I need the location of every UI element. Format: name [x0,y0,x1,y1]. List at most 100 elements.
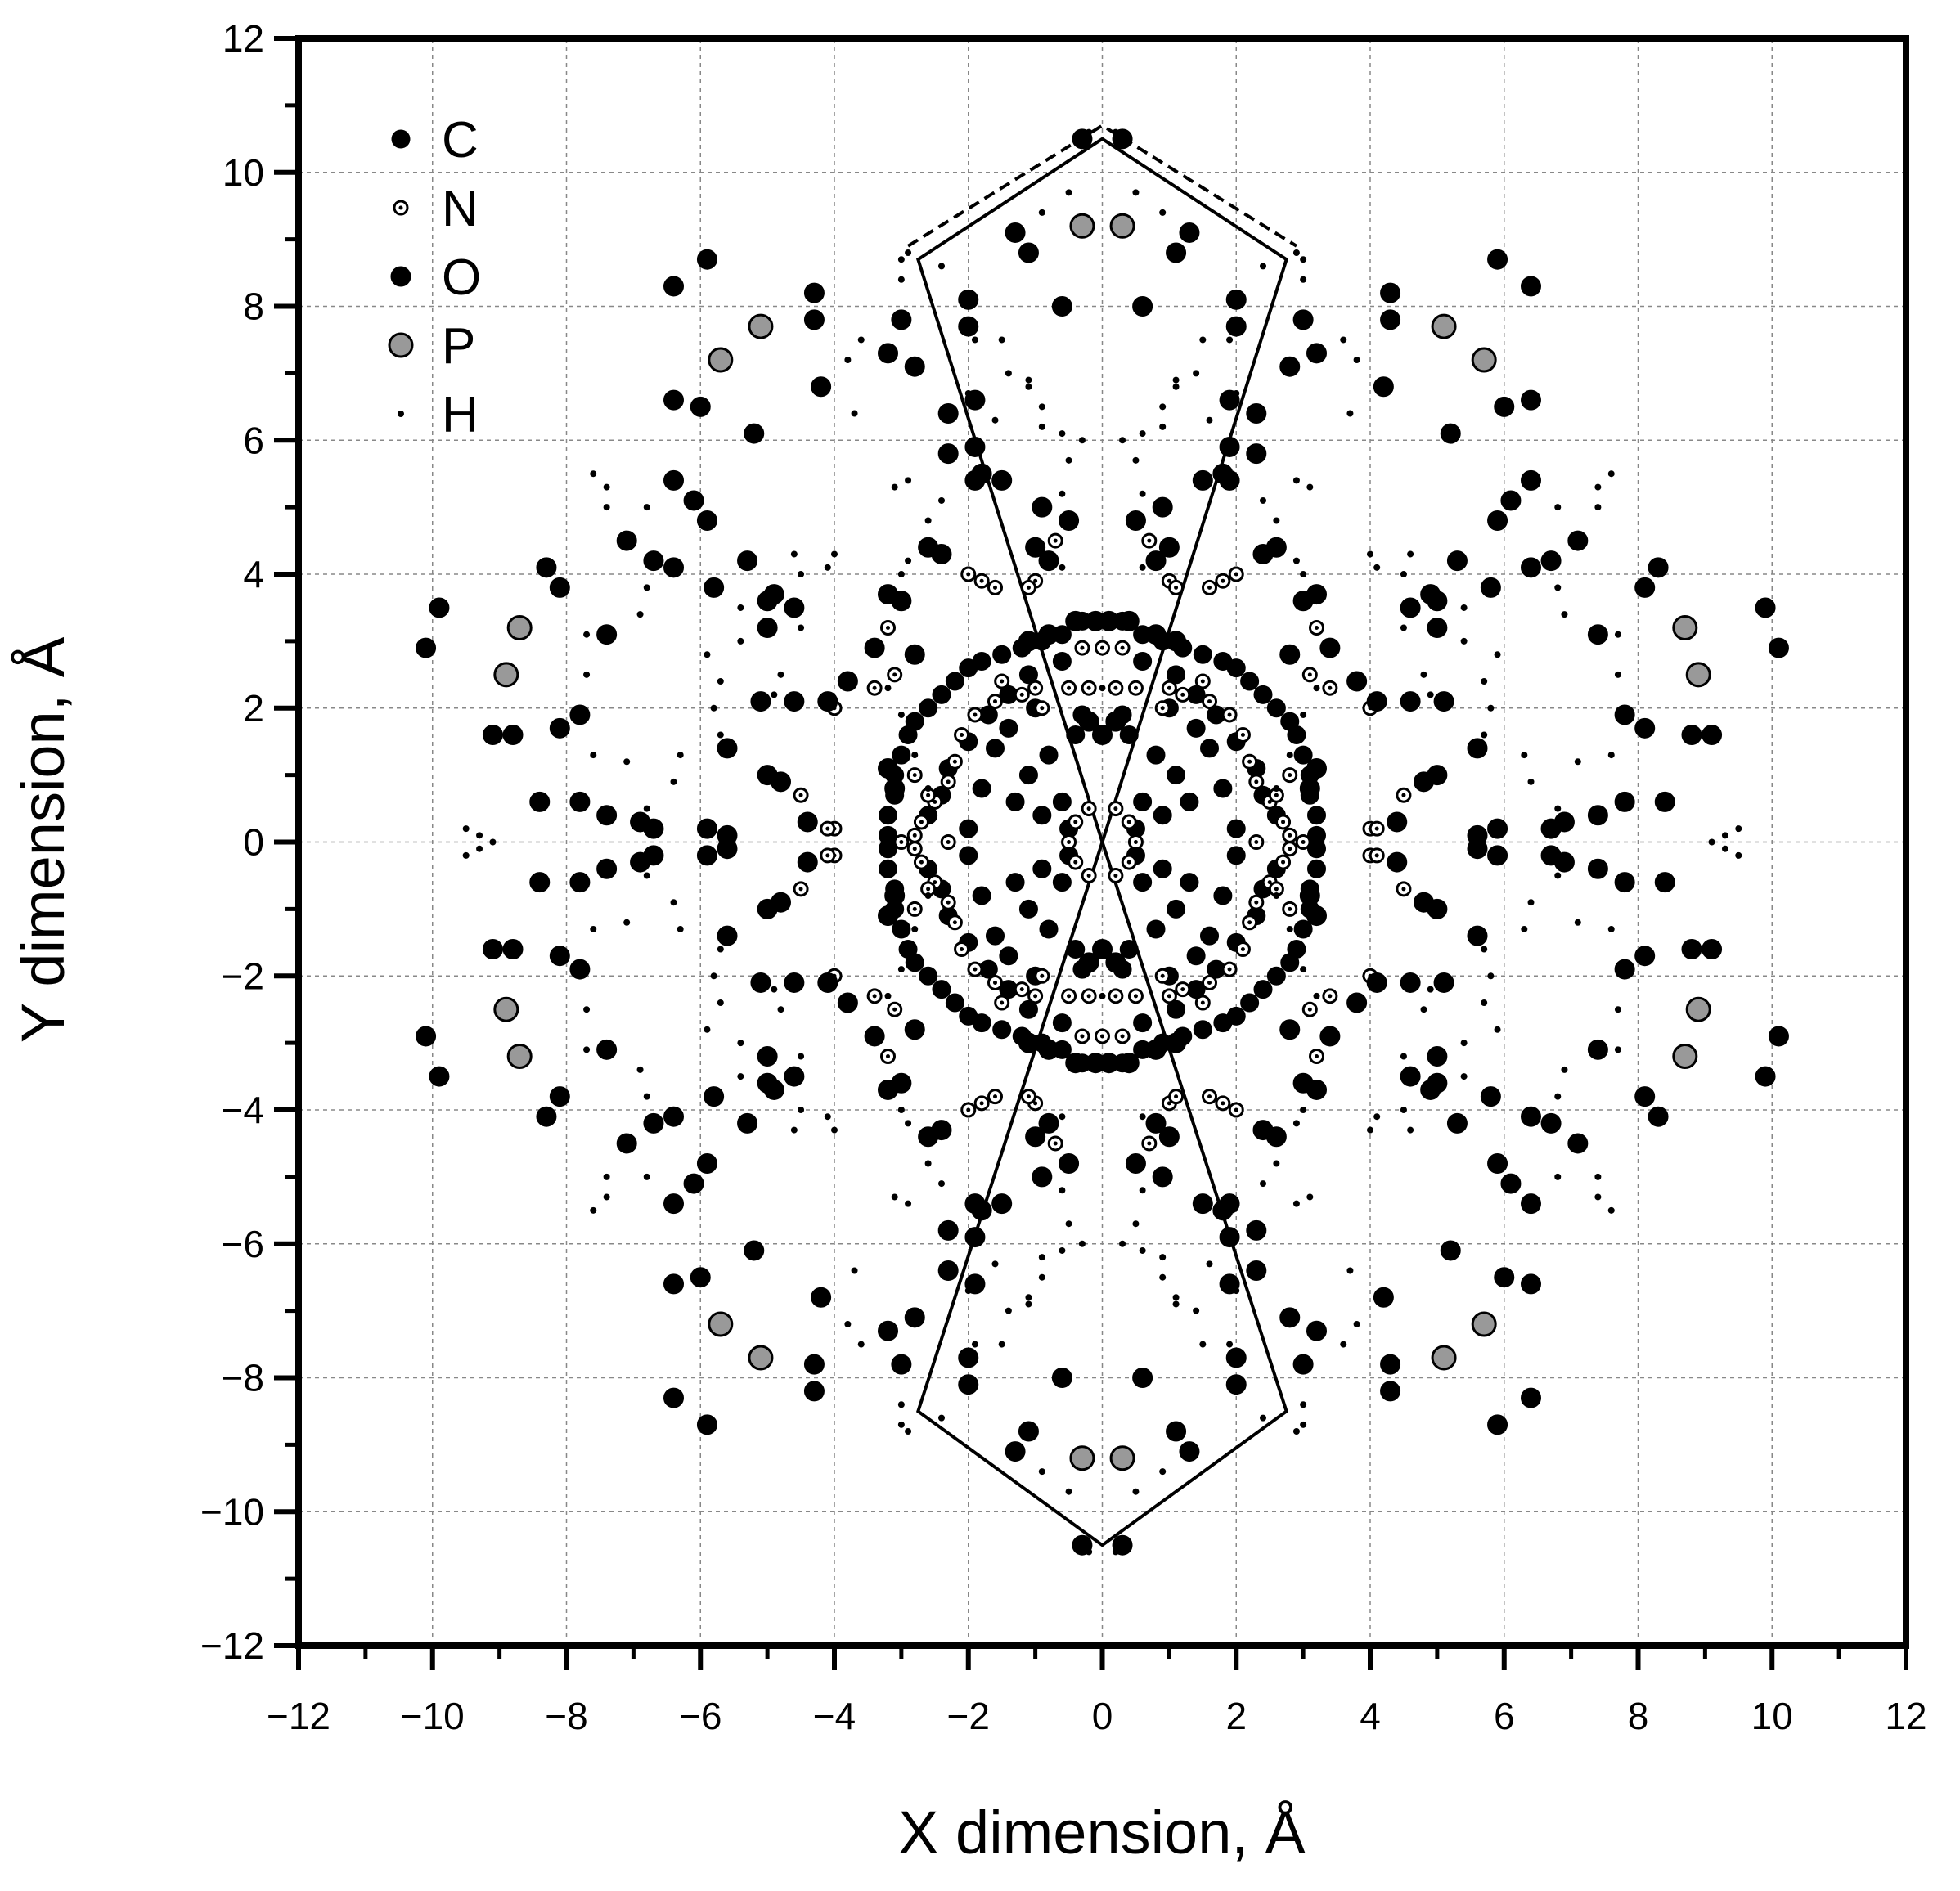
point-H [1607,470,1615,478]
point-O [803,282,825,303]
point-N-center [1086,994,1091,999]
point-O [1279,356,1301,377]
point-H [1292,249,1300,256]
point-O [596,858,618,879]
point-O [817,972,838,993]
point-N-center [886,626,890,630]
point-O [1380,282,1401,303]
point-N-center [1240,947,1245,951]
point-H [1086,1548,1093,1556]
point-H [643,805,650,812]
point-H [1112,128,1119,136]
point-O [1487,818,1508,839]
point-H [1025,376,1032,384]
point-O [1038,624,1059,645]
point-O [964,1227,986,1248]
point-O [904,644,925,665]
point-O [803,309,825,330]
point-H [1313,992,1320,999]
point-O [1521,389,1541,411]
point-H [717,678,724,685]
point-O [502,939,524,959]
x-tick-label: −6 [679,1695,722,1737]
point-H [1300,1107,1307,1113]
point-H [1132,1488,1140,1495]
point-O [958,289,979,310]
point-N-center [1288,847,1292,851]
point-N-center [1133,994,1138,999]
point-C [1266,966,1286,986]
point-O [1219,436,1240,457]
point-O [1614,872,1635,893]
point-H [1065,189,1072,196]
point-C [879,859,897,878]
point-C [1052,873,1072,892]
point-C [919,966,938,986]
point-O [1487,1414,1508,1435]
point-H [831,550,838,558]
point-H [1400,1053,1407,1060]
point-H [1353,357,1360,363]
point-H [1172,376,1180,384]
point-O [878,1320,898,1341]
point-N-center [1328,685,1333,690]
point-O [1192,1193,1213,1215]
point-O [1158,1126,1180,1148]
point-H [777,671,784,678]
point-C [932,980,951,999]
point-O [1125,1153,1146,1174]
point-O [569,791,591,812]
point-O [1032,496,1053,518]
point-H [911,925,919,932]
x-tick-label: −2 [947,1695,990,1737]
point-O [1380,1381,1401,1402]
point-C [1266,698,1286,718]
point-N-center [1126,860,1131,865]
point-O [1306,1320,1327,1341]
point-O [1702,725,1723,745]
point-H [857,336,865,344]
point-O [529,791,551,812]
point-C [1293,919,1313,939]
point-H [1038,1468,1045,1476]
point-H [971,1341,978,1348]
point-C [879,839,897,859]
y-tick-label: −2 [222,954,264,997]
point-O [1634,1086,1656,1107]
point-O [1521,276,1541,297]
point-H [1233,1287,1240,1295]
point-N-center [1100,645,1104,650]
point-H [623,758,631,766]
point-O [1265,537,1287,558]
point-C [1167,766,1186,785]
point-C [892,745,911,765]
point-H [1005,1307,1012,1314]
point-H [1527,778,1535,785]
point-H [1025,1300,1032,1308]
point-H [1038,1254,1045,1261]
point-O [878,757,898,779]
point-H [1065,456,1072,464]
point-H [1159,403,1167,411]
point-O [1219,1193,1240,1215]
point-H [1594,1193,1602,1201]
point-H [905,1200,912,1207]
point-H [1400,624,1407,631]
point-P [1471,347,1497,373]
point-O [864,1026,885,1047]
point-H [643,504,650,511]
point-N-center [872,994,877,999]
point-O [1487,510,1508,531]
point-H [1607,925,1615,932]
point-H [851,1267,858,1274]
point-O [1521,557,1541,578]
point-P [1672,615,1698,640]
point-O [1446,1112,1468,1134]
x-tick-label: 4 [1360,1695,1381,1737]
point-C [1119,940,1139,959]
point-H [1065,1220,1072,1228]
point-N-center [1067,685,1072,690]
point-O [904,1307,925,1328]
point-C [1052,792,1072,811]
point-H [590,925,597,932]
